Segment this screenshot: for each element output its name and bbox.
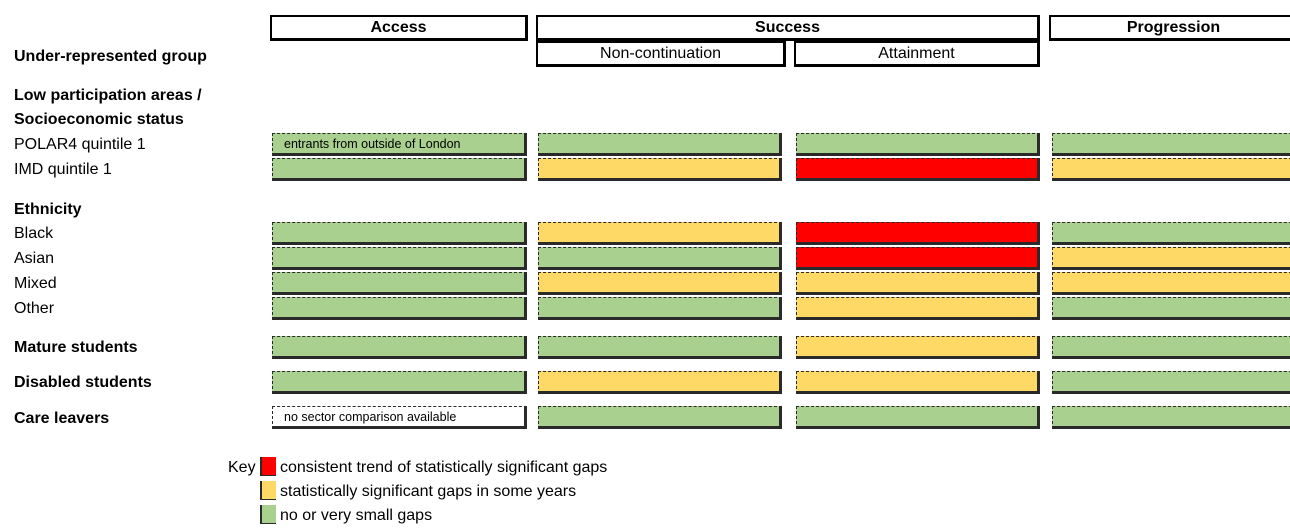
row-label-asian: Asian [14, 250, 55, 267]
cell-access-0: entrants from outside of London [272, 133, 527, 156]
progression-header-label: Progression [1126, 18, 1221, 36]
non-continuation-label: Non-continuation [600, 44, 721, 62]
access-header: Access [270, 15, 528, 41]
key-label: Key [228, 459, 256, 476]
key-swatch-green [260, 505, 276, 524]
row-label-black: Black [14, 225, 54, 242]
key-swatch-red [260, 457, 276, 476]
cell-non-continuation-3 [538, 247, 782, 270]
cell-attainment-1 [796, 158, 1040, 181]
success-header: Success [536, 15, 1040, 41]
section-ethnicity: Ethnicity [14, 201, 82, 218]
cell-attainment-2 [796, 222, 1040, 245]
key-text-green: no or very small gaps [280, 507, 433, 524]
row-label-disabled: Disabled students [14, 374, 152, 391]
access-note: no sector comparison available [284, 409, 457, 424]
cell-non-continuation-8 [538, 406, 782, 429]
non-continuation-header: Non-continuation [536, 41, 786, 67]
cell-attainment-5 [796, 297, 1040, 320]
access-header-label: Access [370, 18, 427, 36]
cell-attainment-6 [796, 336, 1040, 359]
section-low-participation-line2: Socioeconomic status [14, 111, 184, 128]
key-text-red: consistent trend of statistically signif… [280, 459, 608, 476]
row-label-imd: IMD quintile 1 [14, 161, 112, 178]
cell-progression-4 [1052, 272, 1290, 295]
cell-access-4 [272, 272, 527, 295]
cell-progression-8 [1052, 406, 1290, 429]
cell-access-3 [272, 247, 527, 270]
cell-access-6 [272, 336, 527, 359]
cell-progression-7 [1052, 371, 1290, 394]
key-swatch-amber [260, 481, 276, 500]
section-low-participation-line1: Low participation areas / [14, 87, 202, 104]
cell-attainment-8 [796, 406, 1040, 429]
row-label-care-leavers: Care leavers [14, 410, 110, 427]
attainment-label: Attainment [878, 44, 955, 62]
progression-header: Progression [1049, 15, 1290, 41]
cell-progression-0 [1052, 133, 1290, 156]
cell-non-continuation-5 [538, 297, 782, 320]
row-label-other: Other [14, 300, 55, 317]
cell-non-continuation-4 [538, 272, 782, 295]
cell-attainment-7 [796, 371, 1040, 394]
row-label-mature: Mature students [14, 339, 138, 356]
group-header: Under-represented group [14, 48, 207, 65]
cell-non-continuation-1 [538, 158, 782, 181]
cell-progression-5 [1052, 297, 1290, 320]
cell-non-continuation-7 [538, 371, 782, 394]
cell-access-8: no sector comparison available [272, 406, 527, 429]
cell-progression-6 [1052, 336, 1290, 359]
row-label-mixed: Mixed [14, 275, 57, 292]
cell-access-7 [272, 371, 527, 394]
cell-attainment-0 [796, 133, 1040, 156]
cell-progression-1 [1052, 158, 1290, 181]
access-note: entrants from outside of London [284, 136, 461, 151]
cell-non-continuation-2 [538, 222, 782, 245]
cell-attainment-4 [796, 272, 1040, 295]
cell-progression-3 [1052, 247, 1290, 270]
cell-access-5 [272, 297, 527, 320]
attainment-header: Attainment [794, 41, 1040, 67]
key-text-amber: statistically significant gaps in some y… [280, 483, 577, 500]
row-label-polar4: POLAR4 quintile 1 [14, 136, 146, 153]
success-header-label: Success [755, 18, 820, 36]
cell-access-2 [272, 222, 527, 245]
cell-non-continuation-0 [538, 133, 782, 156]
cell-progression-2 [1052, 222, 1290, 245]
cell-attainment-3 [796, 247, 1040, 270]
cell-non-continuation-6 [538, 336, 782, 359]
cell-access-1 [272, 158, 527, 181]
